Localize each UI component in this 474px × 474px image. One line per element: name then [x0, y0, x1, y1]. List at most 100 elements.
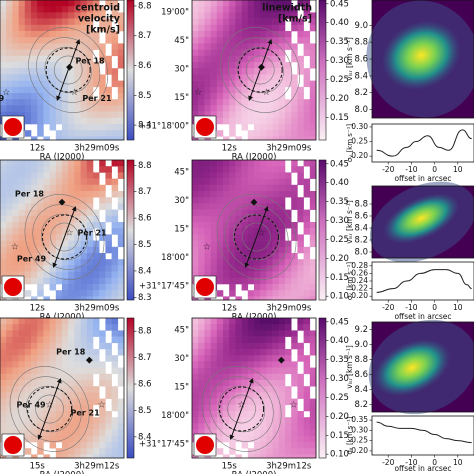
map-pixel [278, 253, 286, 260]
map-pixel [278, 277, 286, 285]
map-pixel [105, 386, 112, 393]
map-pixel [6, 246, 13, 254]
map-pixel [235, 31, 242, 38]
map-pixel [254, 93, 261, 100]
map-pixel [198, 253, 205, 260]
map-pixel [210, 380, 218, 387]
map-pixel [260, 160, 267, 167]
map-pixel [229, 166, 236, 173]
map-pixel [192, 68, 199, 75]
map-pixel [198, 417, 205, 424]
map-pixel [216, 277, 224, 285]
map-pixel [216, 197, 224, 204]
map-pixel [80, 93, 88, 100]
map-pixel [210, 0, 218, 7]
map-pixel [309, 265, 317, 272]
map-pixel [105, 18, 112, 26]
map-pixel [272, 240, 280, 248]
map-pixel [74, 12, 81, 19]
map-pixel [254, 265, 261, 272]
map-pixel [111, 404, 119, 412]
map-pixel [210, 373, 218, 381]
map-pixel [99, 99, 106, 106]
map-pixel [105, 62, 112, 69]
map-pixel [49, 124, 57, 131]
map-pixel [68, 18, 75, 26]
map-pixel [55, 265, 63, 272]
colorbar-tick-label: 8.8 [138, 1, 152, 11]
map-pixel [18, 423, 26, 430]
map-pixel [12, 271, 19, 279]
map-pixel [74, 342, 81, 350]
map-pixel [291, 111, 298, 119]
map-pixel [12, 246, 19, 254]
map-pixel [18, 392, 26, 399]
map-pixel [254, 160, 261, 167]
map-pixel [285, 435, 292, 443]
map-pixel [297, 435, 304, 443]
map-pixel [204, 12, 211, 19]
map-pixel [62, 324, 69, 331]
map-pixel [43, 234, 50, 241]
source-label: Per 49 [17, 254, 47, 263]
map-pixel [55, 117, 63, 125]
map-pixel [43, 160, 50, 167]
map-pixel [229, 253, 236, 260]
map-pixel [247, 336, 255, 344]
map-pixel [49, 24, 57, 32]
map-pixel [198, 43, 205, 50]
map-pixel [223, 265, 230, 272]
source-label: Per 18 [15, 190, 45, 199]
map-pixel [0, 228, 7, 235]
map-pixel [99, 284, 106, 291]
map-pixel [6, 404, 13, 412]
map-pixel [260, 435, 267, 443]
source-label: Per 21 [71, 408, 101, 417]
map-pixel [117, 367, 125, 375]
map-pixel [266, 367, 273, 375]
map-pixel [111, 367, 119, 375]
map-pixel [303, 277, 311, 285]
map-pixel [37, 80, 44, 88]
map-pixel [31, 99, 38, 106]
map-pixel [105, 296, 112, 301]
map-pixel [241, 277, 249, 285]
map-pixel [86, 228, 94, 235]
map-pixel [99, 361, 106, 368]
map-pixel [309, 160, 317, 167]
map-pixel [297, 392, 304, 399]
map-pixel [99, 74, 106, 81]
map-pixel [260, 448, 267, 455]
map-pixel [43, 184, 50, 192]
map-pixel [18, 349, 26, 356]
map-pixel [291, 130, 298, 137]
map-pixel [210, 417, 218, 424]
map-pixel [260, 12, 267, 19]
map-pixel [229, 404, 236, 412]
map-pixel [266, 417, 273, 424]
map-pixel [86, 80, 94, 88]
map-pixel [117, 24, 125, 32]
map-pixel [24, 342, 32, 350]
map-pixel [266, 277, 273, 285]
map-pixel [260, 442, 267, 449]
map-pixel [74, 411, 81, 418]
map-pixel [266, 429, 273, 437]
map-pixel [74, 178, 81, 186]
map-pixel [62, 12, 69, 19]
map-pixel [80, 117, 88, 125]
x-tick-label: 0 [432, 458, 437, 467]
map-pixel [192, 417, 199, 424]
map-pixel [297, 105, 304, 112]
map-pixel [6, 31, 13, 38]
map-pixel [18, 160, 26, 167]
map-pixel [12, 0, 19, 7]
map-pixel [260, 0, 267, 7]
map-pixel [80, 411, 88, 418]
map-pixel [80, 0, 88, 7]
map-pixel [86, 184, 94, 192]
map-pixel [0, 209, 7, 217]
map-pixel [111, 448, 119, 455]
map-pixel [192, 0, 199, 7]
map-pixel [86, 31, 94, 38]
